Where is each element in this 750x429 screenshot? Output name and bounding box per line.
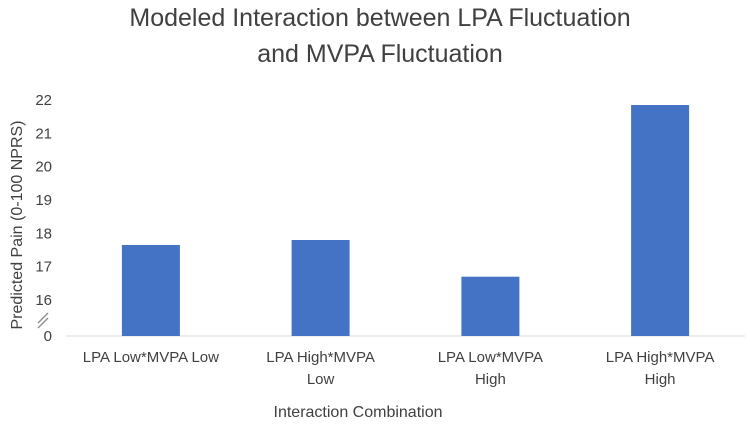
chart-title-line-1: Modeled Interaction between LPA Fluctuat… — [129, 4, 630, 32]
x-tick-label-line: High — [475, 371, 506, 388]
y-tick-label: 22 — [35, 92, 52, 109]
y-tick-label: 17 — [35, 259, 52, 276]
x-tick-label: LPA High*MVPA High — [606, 349, 715, 388]
x-tick-label: LPA Low*MVPA High — [438, 349, 543, 388]
x-tick-label-line: Low — [307, 371, 335, 388]
y-tick-label: 19 — [35, 192, 52, 209]
bar — [291, 240, 350, 336]
x-tick-label-line: LPA Low*MVPA — [438, 349, 543, 366]
bars — [121, 105, 690, 336]
x-tick-label-line: LPA High*MVPA — [606, 349, 715, 366]
bar — [121, 245, 180, 336]
x-axis-title: Interaction Combination — [274, 404, 443, 421]
y-axis-title: Predicted Pain (0-100 NPRS) — [9, 121, 26, 330]
x-tick-label-line: LPA Low*MVPA Low — [83, 349, 219, 366]
x-tick-label: LPA High*MVPA Low — [266, 349, 375, 388]
axis-break-stroke — [37, 317, 49, 329]
bar — [631, 105, 690, 336]
y-tick-label: 18 — [35, 225, 52, 242]
y-tick-label: 16 — [35, 292, 52, 309]
x-tick-label-line: High — [645, 371, 676, 388]
chart-title: Modeled Interaction between LPA Fluctuat… — [129, 4, 630, 68]
y-tick-label: 21 — [35, 125, 52, 142]
bar — [461, 276, 520, 336]
x-tick-label: LPA Low*MVPA Low — [83, 349, 219, 366]
y-axis-tick-labels: 0 16 17 18 19 20 21 22 — [35, 92, 52, 345]
y-tick-label: 0 — [44, 328, 52, 345]
y-tick-label: 20 — [35, 159, 52, 176]
axis-break-marker — [37, 312, 49, 329]
x-axis-tick-labels: LPA Low*MVPA Low LPA High*MVPA Low LPA Low*… — [83, 349, 715, 388]
axis-break-stroke — [37, 312, 49, 324]
x-tick-label-line: LPA High*MVPA — [266, 349, 375, 366]
chart-title-line-2: and MVPA Fluctuation — [257, 40, 503, 68]
